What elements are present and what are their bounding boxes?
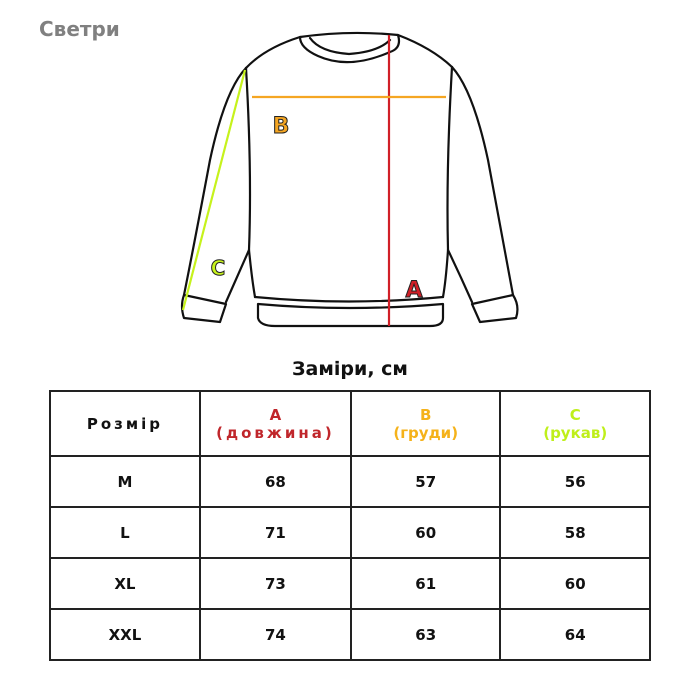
sweater-outline [180,31,519,328]
header-sub: (довжина) [216,423,335,442]
header-label: B [419,405,432,424]
cell-a: 74 [198,608,352,661]
table-row: L 71 60 58 [49,506,651,559]
sweater-diagram: B C A [180,31,519,328]
size-table: Розмір A (довжина) B (груди) C (рукав) M 68… [49,390,651,661]
header-size: Розмір [49,390,201,457]
page-title: Светри [39,17,120,41]
cell-a: 71 [198,506,352,559]
cell-size: XL [49,557,201,610]
cell-size: L [49,506,201,559]
table-row: XXL 74 63 64 [49,608,651,661]
cell-c: 56 [499,455,651,508]
label-a: A [405,278,422,303]
header-b: B (груди) [349,390,502,457]
label-b: B [273,114,290,139]
cell-size: M [49,455,201,508]
table-row: M 68 57 56 [49,455,651,508]
label-c: C [211,256,226,280]
cell-b: 57 [349,455,502,508]
header-label: A [269,405,282,424]
cell-a: 73 [198,557,352,610]
measure-line-c [181,69,247,311]
cell-b: 60 [349,506,502,559]
header-c: C (рукав) [499,390,651,457]
header-sub: (груди) [393,423,459,442]
header-sub: (рукав) [543,423,608,442]
header-label: Розмір [86,414,163,433]
table-header-row: Розмір A (довжина) B (груди) C (рукав) [49,390,651,457]
cell-b: 63 [349,608,502,661]
header-a: A (довжина) [198,390,352,457]
cell-b: 61 [349,557,502,610]
cell-c: 60 [499,557,651,610]
cell-c: 64 [499,608,651,661]
table-caption: Заміри, см [292,358,408,380]
table-row: XL 73 61 60 [49,557,651,610]
cell-a: 68 [198,455,352,508]
cell-size: XXL [49,608,201,661]
header-label: C [569,405,581,424]
cell-c: 58 [499,506,651,559]
